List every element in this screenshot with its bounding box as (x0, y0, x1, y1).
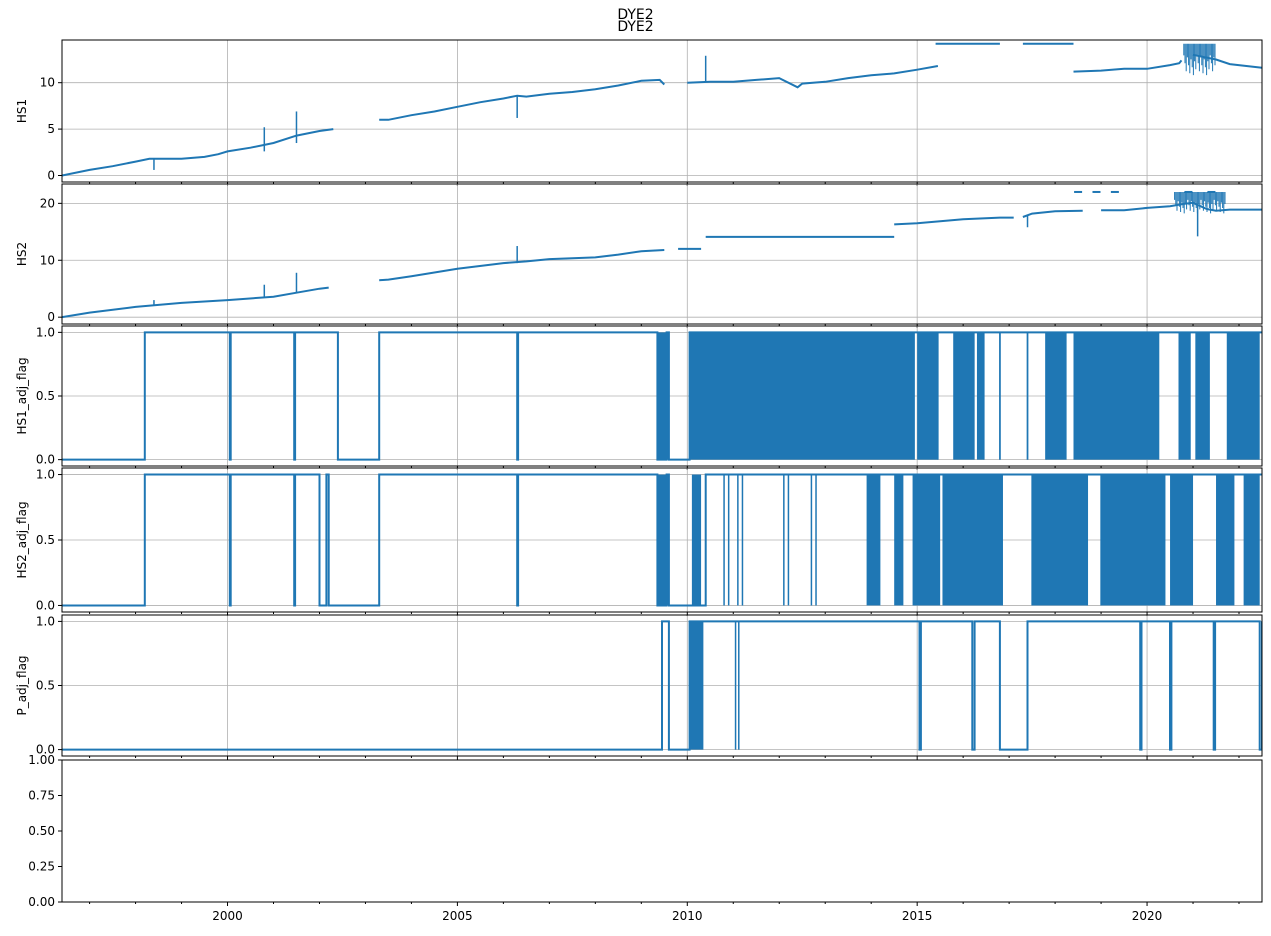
flag-dense-block (691, 474, 702, 606)
y-tick-label: 10 (40, 253, 55, 267)
flag-dense-block (1243, 474, 1260, 606)
flag-dense-block (976, 332, 984, 460)
plot-area (62, 473, 1262, 607)
flag-dense-block (1101, 474, 1166, 606)
flag-dense-block (1170, 474, 1194, 606)
series-point (1184, 190, 1193, 193)
y-tick-label: 1.00 (28, 753, 55, 767)
axes-frame (61, 183, 1263, 325)
plot-area (62, 190, 1262, 319)
y-tick-label: 0 (47, 310, 55, 324)
series-dense-band (1183, 43, 1216, 76)
y-axis-label: HS2 (15, 242, 29, 266)
flag-dense-block (689, 621, 704, 750)
y-tick-label: 0.5 (36, 389, 55, 403)
flag-dense-block (1032, 474, 1088, 606)
y-tick-label: 1.0 (36, 325, 55, 339)
series-point (1110, 190, 1119, 193)
plot-area (62, 620, 1262, 751)
x-tick-label: 2015 (902, 909, 933, 923)
first-axes-title: DYE2 (617, 19, 654, 35)
x-tick-label: 2000 (212, 909, 243, 923)
flag-dense-block (917, 332, 938, 460)
flag-dense-block (1195, 332, 1210, 460)
y-tick-label: 1.0 (36, 614, 55, 628)
y-tick-label: 0 (47, 169, 55, 183)
y-tick-label: 0.5 (36, 679, 55, 693)
series-dense-band (1174, 192, 1226, 214)
flag-dense-block (1073, 332, 1159, 460)
flag-dense-block (1179, 332, 1191, 460)
flag-dense-block (1045, 332, 1067, 460)
flag-dense-block (942, 474, 1003, 606)
y-tick-label: 0.0 (36, 453, 55, 467)
plot-area (62, 42, 1262, 177)
y-tick-label: 20 (40, 196, 55, 210)
series-line (62, 42, 1262, 177)
flag-dense-block (953, 332, 975, 460)
flag-dense-block (866, 474, 881, 606)
x-tick-label: 2010 (672, 909, 703, 923)
figure-suptitle: DYE2 (617, 7, 654, 23)
x-tick-label: 2020 (1132, 909, 1163, 923)
flag-dense-block (657, 332, 669, 460)
y-axis-label: HS2_adj_flag (15, 501, 29, 578)
series-line (62, 201, 1262, 319)
plot-area (62, 331, 1262, 461)
series-point (1092, 190, 1101, 193)
y-axis-label: P_adj_flag (15, 655, 29, 715)
flag-dense-block (689, 332, 915, 460)
axes-frame (61, 759, 1263, 903)
series-point (1207, 190, 1216, 193)
flag-dense-block (894, 474, 904, 606)
flag-dense-block (657, 474, 669, 606)
flag-dense-block (912, 474, 941, 606)
subplot-3: 0.0 0.5 1.0 HS1_adj_flag (15, 325, 1263, 470)
subplot-6: 0.00 0.25 0.50 0.75 1.00 2000 2005 2010 2015 2020 (28, 753, 1263, 923)
series-point (1074, 190, 1083, 193)
y-tick-label: 0.00 (28, 895, 55, 909)
y-tick-label: 0.0 (36, 598, 55, 612)
y-tick-label: 5 (47, 122, 55, 136)
subplot-4: 0.0 0.5 1.0 HS2_adj_flag (15, 467, 1263, 616)
subplot-5: 0.0 0.5 1.0 P_adj_flag (15, 614, 1263, 760)
flag-dense-block (1216, 474, 1235, 606)
y-axis-label: HS1_adj_flag (15, 357, 29, 434)
y-axis-label: HS1 (15, 99, 29, 123)
x-tick-label: 2005 (442, 909, 473, 923)
flag-dense-block (1227, 332, 1260, 460)
y-tick-label: 0.5 (36, 533, 55, 547)
y-tick-label: 0.50 (28, 824, 55, 838)
y-tick-label: 0.75 (28, 789, 55, 803)
y-tick-label: 0.25 (28, 860, 55, 874)
y-tick-label: 1.0 (36, 468, 55, 482)
axes-frame (61, 39, 1263, 183)
y-tick-label: 10 (40, 76, 55, 90)
subplot-1: 0 5 10 HS1 (15, 39, 1263, 186)
subplot-2: 0 10 20 HS2 (15, 183, 1263, 328)
y-tick-label: 0.0 (36, 743, 55, 757)
